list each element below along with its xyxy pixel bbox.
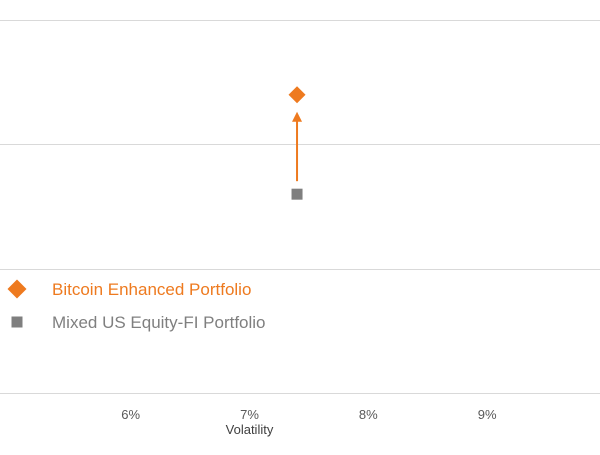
x-tick-label: 6% (121, 407, 140, 422)
legend-label: Mixed US Equity-FI Portfolio (52, 313, 266, 332)
legend-diamond-icon (7, 279, 27, 299)
legend-label: Bitcoin Enhanced Portfolio (52, 280, 251, 299)
x-axis-title: Volatility (226, 422, 274, 437)
data-points (288, 86, 306, 200)
gridlines (0, 20, 600, 394)
x-tick-label: 8% (359, 407, 378, 422)
legend-square-icon (11, 316, 23, 328)
x-axis-ticks: 6% 7% 8% 9% (121, 407, 497, 422)
mixed-portfolio-point (291, 188, 303, 200)
bitcoin-enhanced-point (288, 86, 306, 104)
annotation-arrow (292, 111, 303, 182)
x-tick-label: 7% (240, 407, 259, 422)
arrow-head (292, 111, 303, 122)
x-tick-label: 9% (478, 407, 497, 422)
legend: Bitcoin Enhanced Portfolio Mixed US Equit… (7, 279, 266, 332)
